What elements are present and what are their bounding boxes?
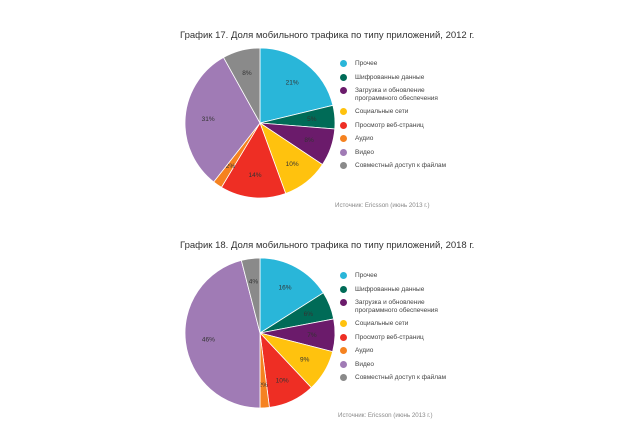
legend-label: Просмотр веб-страниц bbox=[355, 333, 424, 341]
legend-label: Аудио bbox=[355, 347, 374, 354]
legend-item-web: Просмотр веб-страниц bbox=[340, 333, 490, 342]
legend-swatch bbox=[340, 121, 347, 129]
legend-item-other: Прочее bbox=[340, 272, 490, 280]
legend-item-filesharing: Совместный доступ к файлам bbox=[340, 162, 490, 170]
legend-label: Загрузка и обновление программного обесп… bbox=[355, 87, 438, 102]
slice-label-social: 9% bbox=[300, 357, 310, 364]
slice-label-software: 7% bbox=[307, 332, 317, 339]
chart-figure-2018: График 18. Доля мобильного трафика по ти… bbox=[0, 222, 640, 445]
legend-item-software: Загрузка и обновление программного обесп… bbox=[340, 299, 490, 314]
legend-label: Социальные сети bbox=[355, 108, 409, 115]
slice-label-social: 10% bbox=[286, 161, 299, 168]
legend-swatch bbox=[340, 374, 347, 381]
chart-title: График 17. Доля мобильного трафика по ти… bbox=[180, 30, 475, 41]
pie-slice-filesharing bbox=[222, 47, 261, 125]
legend-swatch bbox=[340, 333, 347, 341]
slice-label-other: 21% bbox=[286, 79, 299, 86]
slice-label-web: 14% bbox=[249, 172, 262, 179]
slice-label-other: 16% bbox=[279, 285, 292, 292]
legend-label: Просмотр веб-страниц bbox=[355, 121, 424, 129]
legend-label: Видео bbox=[355, 148, 374, 156]
legend-label: Аудио bbox=[355, 135, 374, 142]
legend-label: Шифрованные данные bbox=[355, 285, 425, 293]
legend-swatch bbox=[340, 360, 347, 368]
slice-label-encrypted: 5% bbox=[307, 116, 317, 123]
slice-label-filesharing: 4% bbox=[249, 279, 259, 286]
legend: Прочее Шифрованные данные Загрузка и обнов… bbox=[340, 272, 490, 388]
legend-item-other: Прочее bbox=[340, 60, 490, 68]
legend-label: Совместный доступ к файлам bbox=[355, 374, 447, 381]
slice-label-filesharing: 8% bbox=[242, 70, 252, 77]
pie-slice-video bbox=[184, 56, 261, 183]
legend-label: Загрузка и обновление программного обесп… bbox=[355, 299, 438, 314]
slice-label-video: 31% bbox=[202, 116, 215, 123]
legend-label: Видео bbox=[355, 360, 374, 368]
slice-label-audio: 2% bbox=[259, 382, 269, 389]
pie-slice-other bbox=[259, 257, 324, 334]
legend-swatch bbox=[340, 299, 347, 306]
legend-swatch bbox=[340, 148, 347, 156]
legend-label: Совместный доступ к файлам bbox=[355, 162, 447, 169]
legend-item-audio: Аудио bbox=[340, 135, 490, 143]
legend-swatch bbox=[340, 135, 347, 142]
legend-item-encrypted: Шифрованные данные bbox=[340, 285, 490, 294]
pie-chart: 16% 6% 7% 9% 10% 2% 46% 4% bbox=[184, 257, 336, 409]
legend-item-web: Просмотр веб-страниц bbox=[340, 121, 490, 130]
slice-label-video: 46% bbox=[202, 337, 215, 344]
legend-label: Прочее bbox=[355, 272, 378, 279]
legend-item-audio: Аудио bbox=[340, 347, 490, 355]
legend-swatch bbox=[340, 60, 347, 67]
legend-swatch bbox=[340, 347, 347, 354]
legend-swatch bbox=[340, 73, 347, 81]
legend-item-social: Социальные сети bbox=[340, 108, 490, 116]
legend-swatch bbox=[340, 87, 347, 94]
legend-label: Прочее bbox=[355, 60, 378, 67]
source-note: Источник: Ericsson (июнь 2013 г.) bbox=[338, 412, 433, 419]
slice-label-software: 8% bbox=[304, 137, 314, 144]
source-note: Источник: Ericsson (июнь 2013 г.) bbox=[335, 202, 430, 209]
legend-label: Социальные сети bbox=[355, 320, 409, 327]
pie-slice-web bbox=[220, 122, 287, 199]
legend-label: Шифрованные данные bbox=[355, 73, 425, 81]
legend-swatch bbox=[340, 320, 347, 327]
legend-swatch bbox=[340, 162, 347, 169]
legend: Прочее Шифрованные данные Загрузка и обнов… bbox=[340, 60, 490, 176]
legend-item-encrypted: Шифрованные данные bbox=[340, 73, 490, 82]
legend-item-filesharing: Совместный доступ к файлам bbox=[340, 374, 490, 382]
pie-slice-filesharing bbox=[240, 257, 261, 334]
legend-item-video: Видео bbox=[340, 360, 490, 369]
pie-slice-other bbox=[259, 47, 334, 124]
legend-swatch bbox=[340, 108, 347, 115]
slice-label-encrypted: 6% bbox=[304, 311, 314, 318]
slice-label-audio: 2% bbox=[226, 163, 236, 170]
legend-swatch bbox=[340, 285, 347, 293]
legend-item-social: Социальные сети bbox=[340, 320, 490, 328]
slice-label-web: 10% bbox=[276, 377, 289, 384]
legend-swatch bbox=[340, 272, 347, 279]
chart-figure-2012: График 17. Доля мобильного трафика по ти… bbox=[0, 0, 640, 222]
legend-item-video: Видео bbox=[340, 148, 490, 157]
pie-chart: 21% 5% 8% 10% 14% 2% 31% 8% bbox=[184, 47, 336, 199]
pie-slice-video bbox=[184, 259, 261, 409]
chart-title: График 18. Доля мобильного трафика по ти… bbox=[180, 240, 475, 251]
legend-item-software: Загрузка и обновление программного обесп… bbox=[340, 87, 490, 102]
